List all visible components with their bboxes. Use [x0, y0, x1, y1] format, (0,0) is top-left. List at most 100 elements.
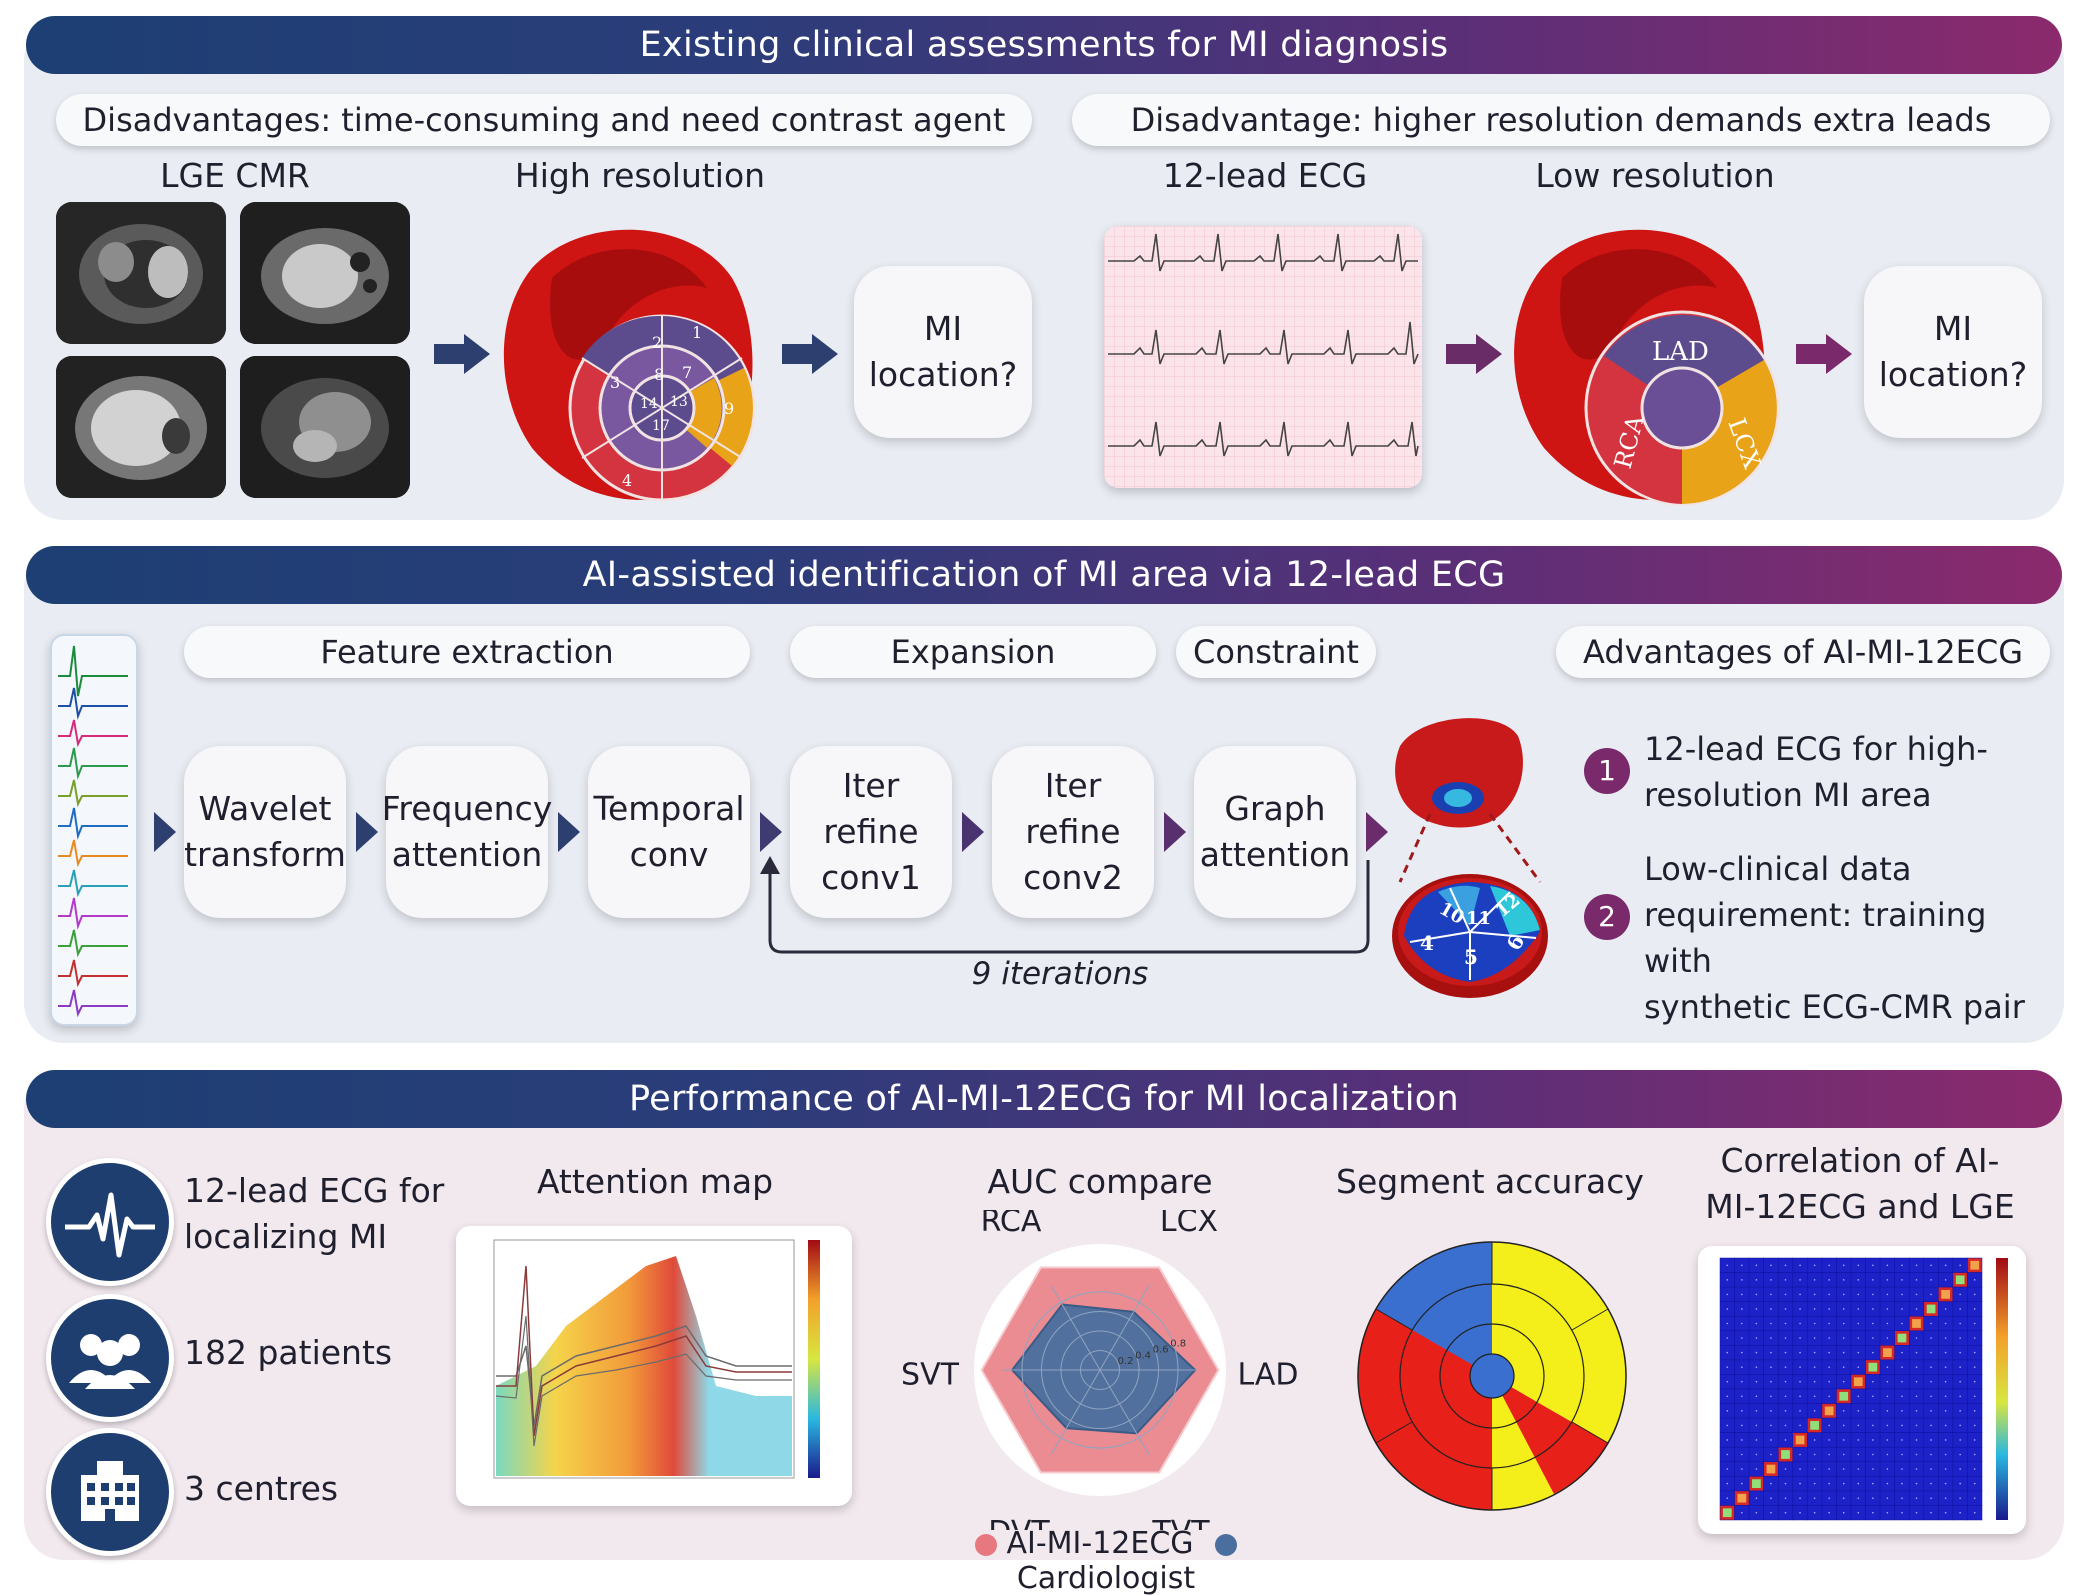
iteration-loop-arrow — [760, 856, 1370, 954]
legend-ai-swatch — [974, 1533, 997, 1556]
heatmap-diag-marker — [1795, 1435, 1805, 1445]
heatmap-dot — [1755, 1337, 1758, 1339]
step-5-line2: conv2 — [1023, 858, 1123, 897]
heatmap-dot — [1813, 1395, 1816, 1398]
correlation-title-line2: MI-12ECG and LGE — [1705, 1187, 2015, 1226]
stat-ecg-line2: localizing MI — [184, 1217, 388, 1256]
chevron-arrow-icon — [962, 812, 984, 852]
step-1-line2: transform — [184, 835, 346, 874]
heatmap-dot — [1973, 1468, 1976, 1470]
heatmap-dot — [1872, 1511, 1874, 1514]
heatmap-dot — [1813, 1308, 1816, 1310]
heatmap-dot — [1973, 1410, 1976, 1412]
radar-axis-label-tvt: TVT — [1151, 1515, 1210, 1530]
heatmap-dot — [1944, 1410, 1947, 1412]
output-mi-heart: 10 11 12 4 5 6 — [1392, 718, 1548, 998]
heatmap-dot — [1857, 1293, 1860, 1296]
heatmap-dot — [1973, 1337, 1976, 1339]
heatmap-dot — [1886, 1337, 1889, 1339]
heatmap-dot — [1741, 1410, 1743, 1412]
correlation-heatmap-plot — [1698, 1246, 2026, 1534]
heatmap-dot — [1857, 1482, 1860, 1485]
heatmap-diag-marker — [1766, 1464, 1776, 1474]
heatmap-dot — [1813, 1351, 1816, 1354]
segment-label-2: 2 — [652, 333, 662, 352]
heatmap-dot — [1726, 1322, 1729, 1325]
heatmap-diag-marker — [1839, 1391, 1849, 1401]
heatmap-dot — [1915, 1380, 1918, 1383]
step-frequency-attention: Frequency attention — [382, 746, 552, 918]
territory-lad-label: LAD — [1652, 337, 1709, 367]
heatmap-dot — [1741, 1439, 1743, 1441]
heatmap-dot — [1857, 1511, 1860, 1514]
heatmap-dot — [1726, 1308, 1729, 1310]
step-4-line2: conv1 — [821, 858, 921, 897]
advantage-number-1: 1 — [1584, 748, 1630, 794]
heatmap-dot — [1813, 1410, 1816, 1412]
legend-ai-label: AI-MI-12ECG — [1006, 1526, 1194, 1561]
advantage-1-line1: 12-lead ECG for high- — [1644, 730, 1988, 768]
advantage-1-line2: resolution MI area — [1644, 776, 1932, 814]
heatmap-dot — [1770, 1322, 1772, 1325]
chevron-arrow-icon — [760, 812, 782, 852]
heatmap-dot — [1799, 1410, 1801, 1412]
heatmap-dot — [1828, 1497, 1830, 1499]
heatmap-dot — [1872, 1468, 1874, 1470]
heatmap-dot — [1813, 1468, 1816, 1470]
heatmap-dot — [1770, 1453, 1772, 1456]
heatmap-diag-marker — [1824, 1406, 1834, 1416]
heatmap-dot — [1944, 1511, 1947, 1514]
heatmap-dot — [1930, 1482, 1932, 1485]
heatmap-dot — [1784, 1293, 1787, 1296]
step-6-line2: attention — [1199, 835, 1351, 874]
heatmap-dot — [1872, 1410, 1874, 1412]
heatmap-dot — [1741, 1308, 1743, 1310]
step-iter-refine-conv2: Iter refine conv2 — [992, 746, 1154, 918]
heatmap-dot — [1755, 1293, 1758, 1296]
heatmap-dot — [1726, 1468, 1729, 1470]
heatmap-dot — [1944, 1264, 1947, 1267]
segment-label-1: 1 — [692, 323, 702, 342]
heatmap-dot — [1901, 1395, 1903, 1398]
segment-label-17: 17 — [652, 418, 670, 434]
heatmap-dot — [1799, 1453, 1801, 1456]
heatmap-dot — [1770, 1366, 1772, 1368]
heatmap-dot — [1799, 1351, 1801, 1354]
attention-map-plot — [456, 1226, 852, 1506]
heatmap-dot — [1741, 1453, 1743, 1456]
radar-axis-line — [1099, 1285, 1150, 1371]
heatmap-dot — [1741, 1279, 1743, 1281]
heatmap-dot — [1959, 1410, 1961, 1412]
heatmap-dot — [1799, 1279, 1801, 1281]
heatmap-dot — [1813, 1322, 1816, 1325]
heatmap-dot — [1872, 1453, 1874, 1456]
heatmap-dot — [1857, 1439, 1860, 1441]
heatmap-dot — [1799, 1366, 1801, 1368]
heatmap-diag-marker — [1853, 1377, 1863, 1387]
heatmap-dot — [1930, 1322, 1932, 1325]
heatmap-dot — [1770, 1308, 1772, 1310]
heatmap-dot — [1959, 1468, 1961, 1470]
heatmap-dot — [1886, 1497, 1889, 1499]
heatmap-dot — [1901, 1308, 1903, 1310]
heatmap-dot — [1930, 1410, 1932, 1412]
heatmap-dot — [1726, 1351, 1729, 1354]
heatmap-dot — [1944, 1439, 1947, 1441]
heatmap-dot — [1901, 1366, 1903, 1368]
heatmap-dot — [1741, 1293, 1743, 1296]
heatmap-dot — [1973, 1322, 1976, 1325]
patients-group-icon — [46, 1294, 174, 1422]
heatmap-dot — [1828, 1424, 1830, 1427]
heatmap-dot — [1930, 1453, 1932, 1456]
step-temporal-conv: Temporal conv — [588, 746, 750, 918]
heatmap-dot — [1842, 1380, 1845, 1383]
heatmap-dot — [1755, 1395, 1758, 1398]
heatmap-dot — [1784, 1279, 1787, 1281]
radar-axis-label-rca: RCA — [981, 1210, 1042, 1239]
step-2-line1: Frequency — [381, 789, 553, 828]
heatmap-dot — [1901, 1293, 1903, 1296]
heatmap-dot — [1828, 1308, 1830, 1310]
heatmap-dot — [1770, 1395, 1772, 1398]
heatmap-dot — [1784, 1351, 1787, 1354]
heatmap-dot — [1842, 1424, 1845, 1427]
